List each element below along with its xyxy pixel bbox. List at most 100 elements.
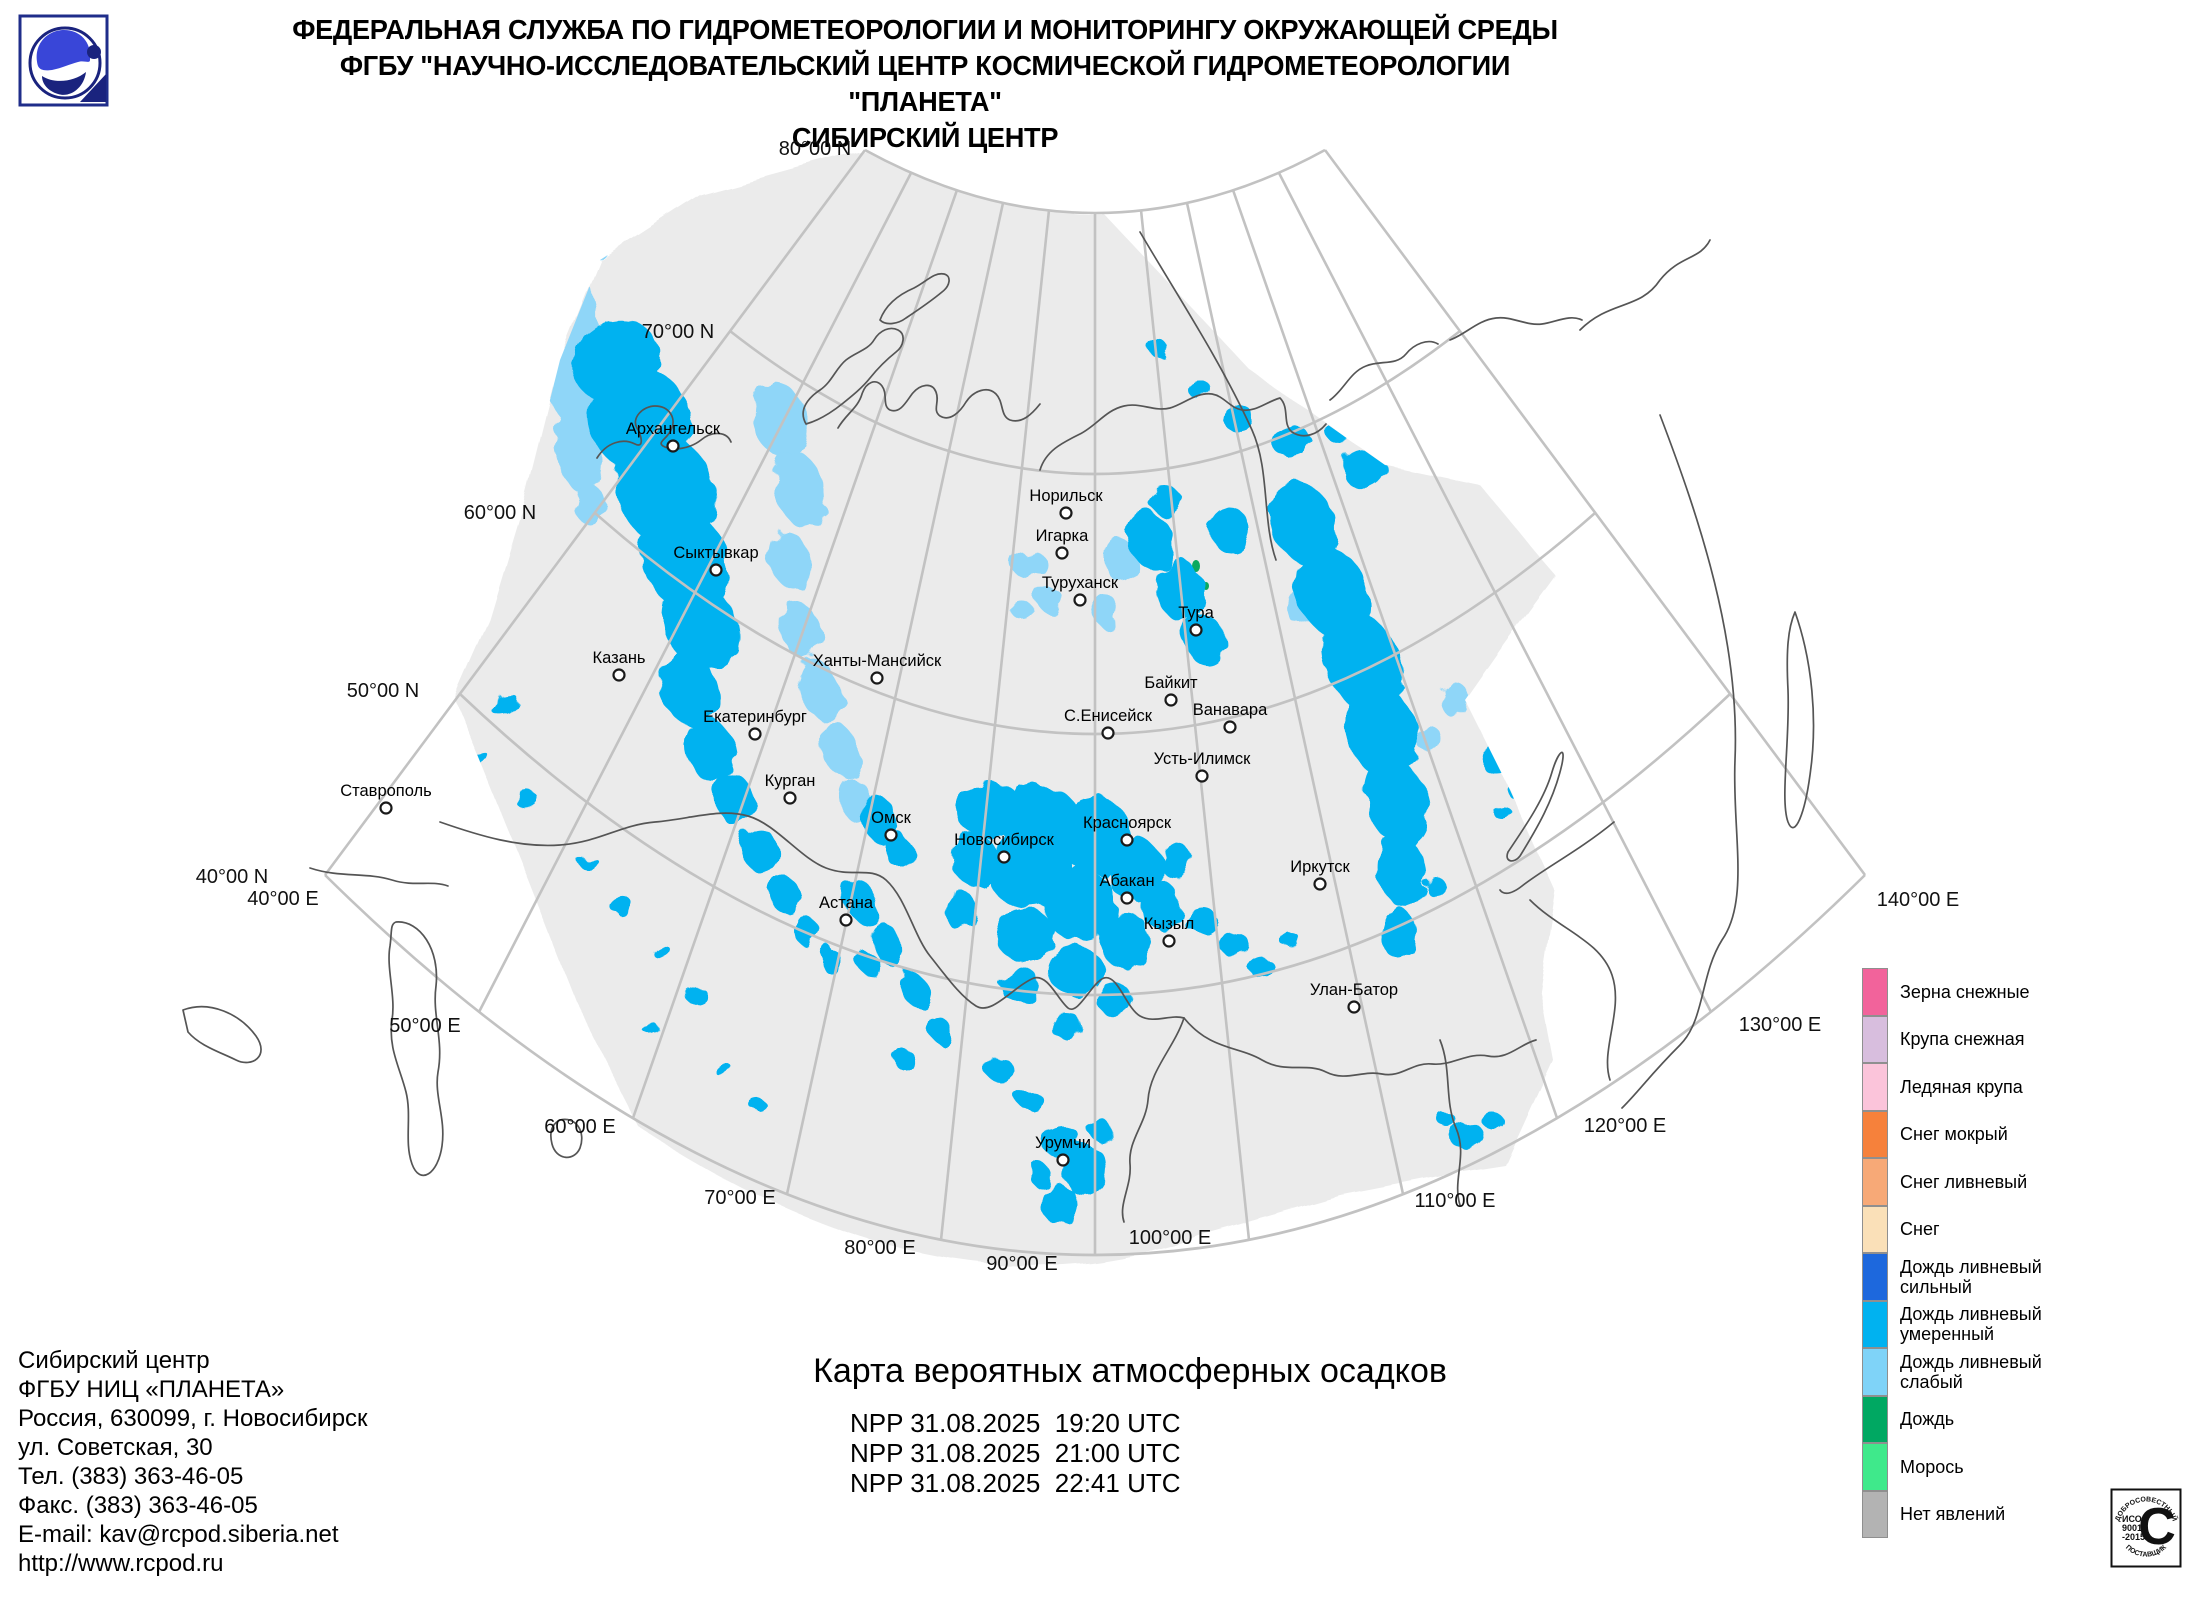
precip-blob — [1012, 551, 1048, 579]
city-marker[interactable] — [783, 791, 797, 805]
precip-blob — [490, 695, 520, 715]
city-label: Ставрополь — [340, 782, 432, 800]
header-line-2: ФГБУ "НАУЧНО-ИССЛЕДОВАТЕЛЬСКИЙ ЦЕНТР КОС… — [339, 50, 1511, 117]
legend-item: Дождь ливневый слабый — [1862, 1348, 2192, 1396]
legend-item: Дождь ливневый сильный — [1862, 1253, 2192, 1301]
legend-label: Ледяная крупа — [1900, 1076, 2023, 1097]
contact-line: E-mail: kav@rcpod.siberia.net — [18, 1521, 339, 1548]
city-marker[interactable] — [1073, 593, 1087, 607]
city-marker[interactable] — [1189, 623, 1203, 637]
logo-triangle — [80, 74, 106, 102]
city-marker[interactable] — [1056, 1153, 1070, 1167]
city-marker[interactable] — [997, 850, 1011, 864]
precip-blob — [1280, 932, 1300, 948]
city-label: Норильск — [1029, 487, 1103, 505]
city-label: Казань — [592, 649, 645, 667]
precip-blob — [1418, 726, 1442, 754]
country-borders — [439, 231, 1615, 1223]
precip-blob — [1184, 907, 1216, 933]
precip-blob — [793, 916, 817, 944]
graticule-label: 120°00 E — [1584, 1115, 1667, 1137]
city-marker[interactable] — [1195, 769, 1209, 783]
precip-moderate-rain-areas — [463, 318, 1553, 1225]
city-marker[interactable] — [1101, 726, 1115, 740]
precip-blob — [1343, 450, 1387, 490]
precip-blob — [1270, 424, 1310, 456]
city-label: Сыктывкар — [673, 544, 758, 562]
legend-swatch — [1862, 1205, 1888, 1253]
legend-swatch — [1862, 1110, 1888, 1158]
city-marker[interactable] — [839, 913, 853, 927]
legend-label: Снег ливневый — [1900, 1171, 2028, 1192]
precip-blob — [1441, 682, 1469, 718]
city-marker[interactable] — [612, 668, 626, 682]
city-marker[interactable] — [379, 801, 393, 815]
city-marker[interactable] — [1120, 833, 1134, 847]
graticule-label: 60°00 N — [464, 502, 537, 524]
city-marker[interactable] — [666, 439, 680, 453]
precip-blob — [820, 948, 840, 972]
precip-blob — [749, 1098, 765, 1110]
city-marker[interactable] — [1313, 877, 1327, 891]
precip-blob — [663, 581, 737, 669]
header-line-1: ФЕДЕРАЛЬНАЯ СЛУЖБА ПО ГИДРОМЕТЕОРОЛОГИИ … — [292, 14, 1558, 45]
precip-blob — [1493, 805, 1511, 819]
precip-blob — [986, 1058, 1014, 1082]
precip-blob — [1378, 906, 1416, 958]
precip-blob — [1481, 750, 1513, 774]
precip-blob — [686, 988, 708, 1004]
contact-line: http://www.rcpod.ru — [18, 1550, 224, 1577]
graticule-label: 50°00 N — [347, 680, 420, 702]
graticule-label: 50°00 E — [389, 1015, 460, 1037]
orbit-icon — [28, 26, 102, 100]
header-line-3: СИБИРСКИЙ ЦЕНТР — [791, 122, 1059, 153]
city-label: Курган — [765, 772, 816, 790]
city-marker[interactable] — [1164, 693, 1178, 707]
city-marker[interactable] — [1059, 506, 1073, 520]
city-markers: Архангельск Сыктывкар Казань Екатеринбург Ха… — [340, 420, 1398, 1167]
precip-blob — [579, 855, 597, 869]
precip-blob — [1324, 417, 1356, 443]
city-marker[interactable] — [709, 563, 723, 577]
precip-blob — [516, 792, 538, 808]
city-marker[interactable] — [1223, 720, 1237, 734]
graticule — [323, 148, 1867, 1257]
precip-blob — [841, 876, 879, 924]
graticule-label: 100°00 E — [1129, 1227, 1212, 1249]
legend-swatch — [1862, 1443, 1888, 1491]
precip-blob — [870, 922, 906, 968]
city-marker[interactable] — [870, 671, 884, 685]
city-marker[interactable] — [1347, 1000, 1361, 1014]
city-label: Кызыл — [1144, 915, 1195, 933]
iso-text-line: 9001 — [2122, 1523, 2142, 1533]
city-marker[interactable] — [1120, 891, 1134, 905]
city-marker[interactable] — [748, 727, 762, 741]
graticule-label: 130°00 E — [1739, 1014, 1822, 1036]
city-marker[interactable] — [884, 828, 898, 842]
legend-label: Дождь — [1900, 1409, 1955, 1430]
city-marker[interactable] — [1055, 546, 1069, 560]
city-marker[interactable] — [1162, 934, 1176, 948]
legend-item: Снег — [1862, 1205, 2192, 1253]
legend-label: Снег — [1900, 1219, 1940, 1240]
city-label: Астана — [819, 894, 874, 912]
city-label: Ванавара — [1193, 701, 1268, 719]
precip-blob — [1344, 683, 1420, 781]
precip-blob — [1097, 984, 1133, 1016]
graticule-labels: 80°00 N 70°00 N 60°00 N 50°00 N 40°00 N40°00… — [196, 138, 1960, 1275]
legend-swatch — [1862, 1063, 1888, 1111]
precip-blob — [774, 450, 826, 530]
precip-blob — [1159, 842, 1191, 878]
iso-c-mark: С — [2138, 1498, 2176, 1556]
precip-blob — [1011, 601, 1033, 619]
precip-blob — [741, 828, 779, 872]
planet-shadow-icon — [42, 72, 86, 95]
contact-line: Факс. (383) 363-46-05 — [18, 1492, 258, 1519]
graticule-label: 80°00 N — [779, 138, 852, 160]
precip-blob — [1509, 782, 1535, 802]
legend-swatch — [1862, 1253, 1888, 1301]
